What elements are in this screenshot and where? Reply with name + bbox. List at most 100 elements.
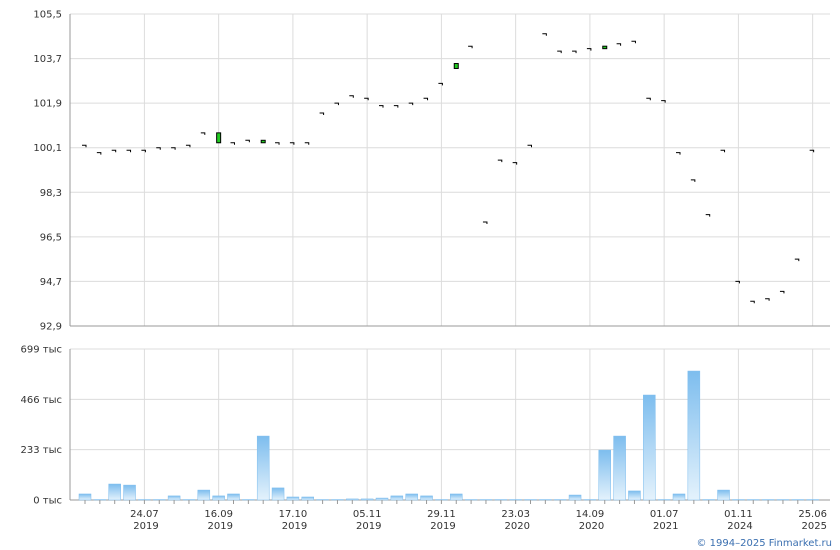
price-tick xyxy=(512,162,518,165)
volume-bar xyxy=(672,493,686,501)
volume-bar xyxy=(212,495,225,501)
y-tick-label: 233 тыс xyxy=(21,445,62,456)
price-tick xyxy=(304,142,310,145)
price-tick xyxy=(720,149,726,153)
candle-body xyxy=(602,45,608,50)
candle-body xyxy=(216,132,222,144)
price-tick xyxy=(779,290,785,294)
x-tick-label: 16.09 2019 xyxy=(204,509,233,532)
price-tick xyxy=(379,105,384,108)
price-tick xyxy=(393,105,399,108)
price-tick xyxy=(482,221,488,224)
volume-bar xyxy=(167,495,181,501)
price-tick xyxy=(245,139,250,143)
price-tick xyxy=(765,298,770,301)
volume-bar xyxy=(123,484,136,501)
x-tick-label: 01.11 2024 xyxy=(724,509,753,532)
price-tick xyxy=(126,149,132,153)
price-tick xyxy=(156,147,161,150)
price-tick xyxy=(141,149,146,153)
volume-bar xyxy=(346,498,359,501)
y-tick-label: 105,5 xyxy=(33,10,62,21)
price-tick xyxy=(364,97,369,101)
price-tick xyxy=(557,50,562,54)
price-tick xyxy=(676,152,681,155)
price-tick xyxy=(646,97,651,101)
volume-bar xyxy=(420,495,433,501)
volume-bar xyxy=(286,496,300,501)
candle-body xyxy=(260,139,266,144)
x-tick-label: 25.06 2025 xyxy=(798,509,827,532)
volume-bar xyxy=(227,493,240,501)
price-tick xyxy=(96,152,102,155)
y-tick-label: 103,7 xyxy=(33,54,62,65)
volume-bar xyxy=(613,435,626,501)
volume-bar xyxy=(628,490,641,501)
price-tick xyxy=(82,144,87,148)
y-tick-label: 98,3 xyxy=(40,188,62,199)
volume-bar xyxy=(568,494,582,501)
price-tick xyxy=(171,147,176,150)
price-tick xyxy=(289,142,295,145)
y-tick-label: 699 тыс xyxy=(21,345,62,356)
price-tick xyxy=(275,142,280,145)
y-tick-label: 94,7 xyxy=(40,277,62,288)
volume-bar xyxy=(108,483,121,501)
x-tick-label: 01.07 2021 xyxy=(650,509,679,532)
price-tick xyxy=(631,40,636,44)
volume-bar xyxy=(450,493,463,501)
price-tick xyxy=(200,132,206,135)
price-tick xyxy=(750,300,755,304)
volume-bar xyxy=(643,394,656,501)
price-tick xyxy=(185,144,191,148)
volume-bar xyxy=(598,449,611,501)
y-tick-label: 96,5 xyxy=(40,232,62,243)
x-tick-label: 23.03 2020 xyxy=(501,509,530,532)
price-tick xyxy=(334,102,339,106)
volume-bar xyxy=(78,493,92,501)
price-tick xyxy=(408,102,414,106)
price-tick xyxy=(690,179,696,182)
price-tick xyxy=(616,43,622,46)
volume-bar xyxy=(360,498,374,501)
price-tick xyxy=(423,97,429,101)
volume-bar xyxy=(717,489,730,501)
price-tick xyxy=(349,95,354,98)
y-tick-label: 92,9 xyxy=(40,322,62,333)
price-tick xyxy=(542,33,547,36)
price-tick xyxy=(586,48,592,51)
y-tick-label: 101,9 xyxy=(33,99,62,110)
price-tick xyxy=(438,82,443,86)
volume-bar xyxy=(271,487,285,501)
price-tick xyxy=(319,112,325,116)
volume-bar xyxy=(301,496,314,501)
price-tick xyxy=(230,142,235,145)
volume-bar xyxy=(390,495,404,501)
price-tick xyxy=(735,280,740,284)
price-tick xyxy=(809,149,815,153)
candle-body xyxy=(453,63,459,69)
price-tick xyxy=(497,159,503,163)
volume-bar xyxy=(256,435,270,501)
volume-bar xyxy=(375,497,389,501)
price-tick xyxy=(111,149,117,153)
x-tick-label: 17.10 2019 xyxy=(279,509,308,532)
price-tick xyxy=(468,45,473,49)
price-tick xyxy=(705,214,711,217)
x-tick-label: 14.09 2020 xyxy=(576,509,605,532)
price-tick xyxy=(572,50,577,54)
price-tick xyxy=(794,258,800,262)
x-tick-label: 29.11 2019 xyxy=(427,509,456,532)
footer: © 1994–2025 Finmarket.ru xyxy=(696,538,832,549)
price-tick xyxy=(527,144,532,148)
y-tick-label: 0 тыс xyxy=(33,496,62,507)
price-tick xyxy=(661,100,666,103)
y-tick-label: 466 тыс xyxy=(21,395,62,406)
volume-bar xyxy=(197,489,211,501)
x-tick-label: 24.07 2019 xyxy=(130,509,159,532)
x-tick-label: 05.11 2019 xyxy=(353,509,382,532)
volume-bar xyxy=(405,493,418,501)
y-tick-label: 100,1 xyxy=(33,143,62,154)
volume-bar xyxy=(687,370,701,501)
